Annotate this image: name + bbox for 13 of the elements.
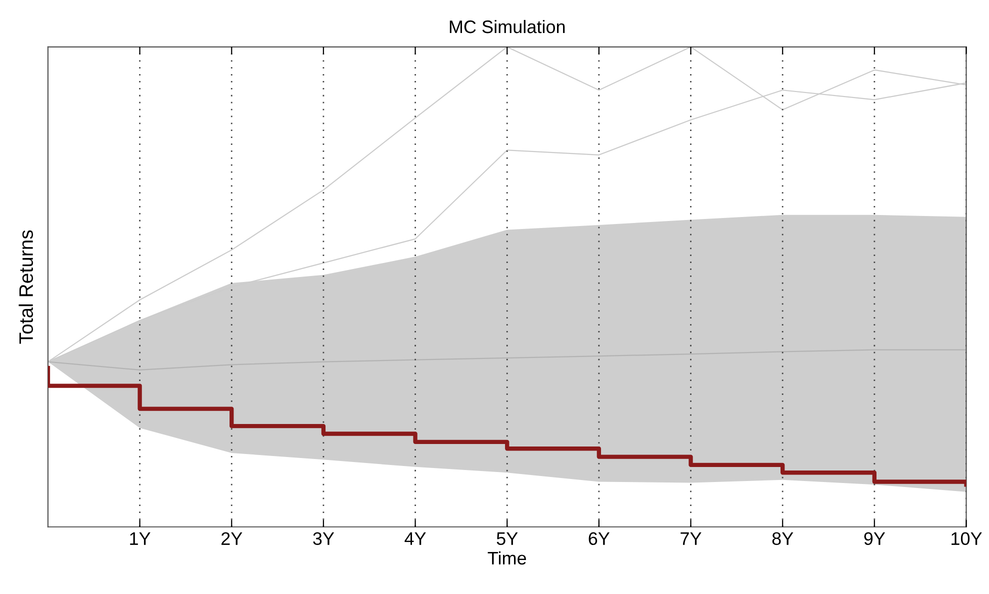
x-tick-label: 9Y (864, 532, 886, 545)
x-tick-label: 6Y (588, 532, 610, 545)
x-tick-label: 1Y (130, 532, 150, 545)
x-tick-label: 2Y (221, 532, 242, 545)
x-tick-label: 8Y (772, 532, 794, 545)
x-axis-title: Time (488, 551, 526, 565)
x-tick-label: 5Y (496, 532, 518, 545)
x-tick-label: 7Y (680, 532, 702, 545)
x-tick-label: 4Y (404, 532, 426, 545)
x-tick-label: 3Y (313, 532, 334, 545)
chart-title: MC Simulation (450, 20, 565, 34)
y-axis-title: Total Returns (18, 230, 34, 344)
x-tick-label: 10Y (952, 532, 982, 545)
